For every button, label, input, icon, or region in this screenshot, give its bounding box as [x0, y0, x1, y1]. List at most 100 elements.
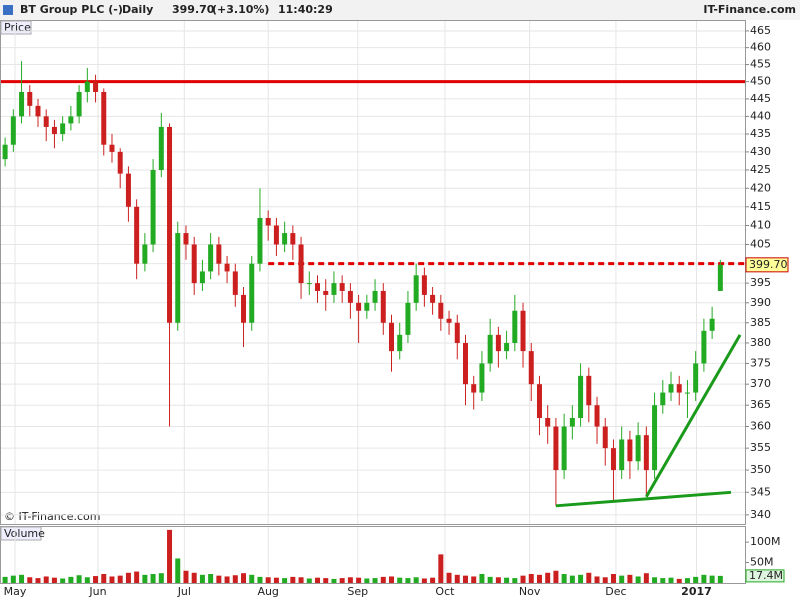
y-tick-label: 385 — [750, 316, 771, 329]
candle-body — [273, 225, 279, 245]
volume-bar — [60, 578, 66, 583]
volume-bar — [331, 578, 337, 583]
candle-body — [216, 244, 222, 264]
candle-body — [93, 81, 99, 92]
candle-body — [586, 375, 592, 406]
candle-body — [183, 233, 189, 245]
y-tick-label: 435 — [750, 127, 771, 140]
candle-body — [462, 342, 468, 385]
candle-body — [208, 244, 214, 272]
volume-bar — [282, 578, 288, 583]
candle-body — [356, 302, 362, 311]
x-tick-label: May — [4, 585, 27, 598]
candle-body — [265, 217, 271, 226]
candle-body — [652, 405, 658, 471]
volume-bar — [76, 575, 82, 583]
x-tick-label: 2017 — [681, 585, 712, 598]
volume-bar — [676, 578, 682, 583]
candle-body — [27, 91, 33, 106]
trendline — [555, 490, 732, 508]
volume-bar — [241, 573, 247, 583]
x-tick-label: Jun — [88, 585, 106, 598]
volume-bar — [717, 575, 723, 583]
volume-bar — [10, 575, 16, 583]
volume-bar — [380, 576, 386, 583]
volume-bar — [495, 577, 501, 583]
volume-bar — [643, 573, 649, 583]
volume-bar — [109, 576, 115, 583]
candle-body — [167, 126, 173, 323]
y-tick-label: 460 — [750, 41, 771, 54]
x-tick-label: Jul — [177, 585, 191, 598]
volume-bar — [43, 576, 49, 583]
candle-body — [19, 91, 25, 117]
y-tick-label: 420 — [750, 181, 771, 194]
volume-bar — [208, 574, 214, 583]
candle-body — [290, 233, 296, 245]
volume-bar — [27, 577, 33, 583]
volume-bar — [619, 575, 625, 583]
candle-body — [413, 275, 419, 303]
candle-body — [520, 310, 526, 352]
volume-bar — [117, 575, 123, 583]
candle-body — [578, 375, 584, 418]
candle-body — [536, 384, 542, 418]
candle-body — [479, 363, 485, 393]
header-icon — [3, 5, 13, 15]
candle-body — [282, 233, 288, 245]
candle-body — [125, 173, 131, 207]
volume-bar — [668, 577, 674, 583]
volume-bar — [561, 574, 567, 583]
x-tick-label: Nov — [519, 585, 541, 598]
candle-body — [569, 417, 575, 427]
volume-bar — [635, 576, 641, 583]
volume-bar — [462, 575, 468, 583]
price-label: Price — [4, 21, 31, 34]
candle-body — [430, 294, 436, 303]
candle-body — [372, 290, 378, 303]
volume-bar — [471, 576, 477, 583]
volume-tag — [0, 526, 42, 541]
copyright: © IT-Finance.com — [4, 510, 101, 523]
candle-body — [191, 244, 197, 284]
volume-bar — [438, 554, 444, 583]
volume-bar — [2, 576, 8, 583]
candle-body — [60, 123, 66, 135]
x-tick-label: Dec — [605, 585, 626, 598]
candle-body — [249, 263, 255, 323]
volume-bar — [701, 574, 707, 583]
change: (+3.10%) — [212, 3, 269, 16]
volume-bar — [93, 576, 99, 583]
header-bar — [0, 0, 800, 20]
volume-bar — [372, 578, 378, 583]
trendline — [645, 334, 742, 498]
volume-bar — [84, 577, 90, 583]
volume-bar — [684, 578, 690, 583]
volume-bar — [158, 573, 164, 583]
volume-bar — [216, 575, 222, 583]
candle-body — [380, 290, 386, 323]
volume-bar — [413, 577, 419, 583]
candle-body — [684, 392, 690, 394]
volume-bar — [536, 574, 542, 583]
y-tick-label: 410 — [750, 219, 771, 232]
candle-body — [175, 233, 181, 323]
candle-body — [495, 334, 501, 352]
volume-bar — [134, 571, 140, 583]
volume-bar — [520, 575, 526, 583]
candle-body — [627, 439, 633, 462]
candle-body — [306, 283, 312, 285]
volume-bar — [257, 576, 263, 583]
volume-bar — [602, 577, 608, 583]
y-tick-label: 340 — [750, 508, 771, 521]
candle-body — [331, 283, 337, 295]
y-tick-label: 375 — [750, 356, 771, 369]
volume-bar — [512, 578, 518, 583]
candle-body — [717, 264, 723, 291]
candle-body — [421, 275, 427, 295]
y-tick-label: 380 — [750, 336, 771, 349]
candle-body — [142, 244, 148, 264]
y-tick-label: 445 — [750, 92, 771, 105]
